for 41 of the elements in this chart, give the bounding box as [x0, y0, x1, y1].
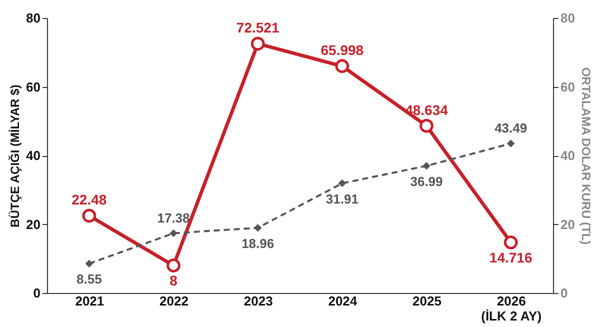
y2-tick-label: 60 — [560, 79, 575, 94]
point — [250, 36, 265, 51]
data-label: 43.49 — [494, 120, 528, 136]
point — [85, 260, 94, 268]
y-tick-label: 80 — [26, 10, 40, 26]
y-tick-label: 40 — [26, 148, 40, 163]
data-label: 65.998 — [320, 42, 364, 58]
x-tick-label: 2022 — [160, 294, 188, 308]
y-tick-label: 60 — [26, 79, 40, 94]
data-label: 17.38 — [157, 210, 190, 226]
y-axis-title: BÜTÇE AÇIĞI (MİLYAR $) — [8, 84, 22, 228]
x-tick-label: 2024 — [328, 294, 358, 308]
data-label: 31.91 — [326, 191, 358, 206]
x-tick-label: 2021 — [75, 294, 104, 308]
y2-tick-label: 80 — [560, 10, 575, 26]
y-tick-label: 20 — [26, 216, 40, 232]
point — [170, 229, 178, 238]
point — [422, 162, 430, 170]
point — [506, 140, 515, 148]
point — [420, 118, 434, 133]
data-label: 8 — [170, 272, 178, 288]
y2-axis-title: ORTALAMA DOLAR KURU (TL) — [578, 67, 593, 245]
data-label: 8.55 — [76, 272, 102, 287]
data-label: 22.48 — [72, 192, 107, 208]
data-label: 36.99 — [410, 174, 443, 189]
point — [166, 258, 180, 272]
y2-tick-label: 20 — [560, 216, 575, 232]
data-label: 18.96 — [242, 236, 274, 251]
y2-tick-label: 0 — [560, 286, 568, 300]
point — [82, 208, 96, 223]
point — [338, 179, 346, 188]
point — [254, 224, 262, 232]
data-label: 14.716 — [489, 249, 532, 266]
point — [504, 235, 518, 250]
x-tick-label: 2023 — [244, 294, 273, 308]
x-tick-label: 2026 (İLK 2 AY) — [481, 294, 542, 324]
x-tick-label: 2025 — [412, 294, 442, 308]
data-label: 72.521 — [236, 20, 280, 36]
point — [335, 59, 350, 74]
y2-tick-label: 40 — [560, 148, 575, 163]
y-tick-label: 0 — [33, 286, 40, 300]
